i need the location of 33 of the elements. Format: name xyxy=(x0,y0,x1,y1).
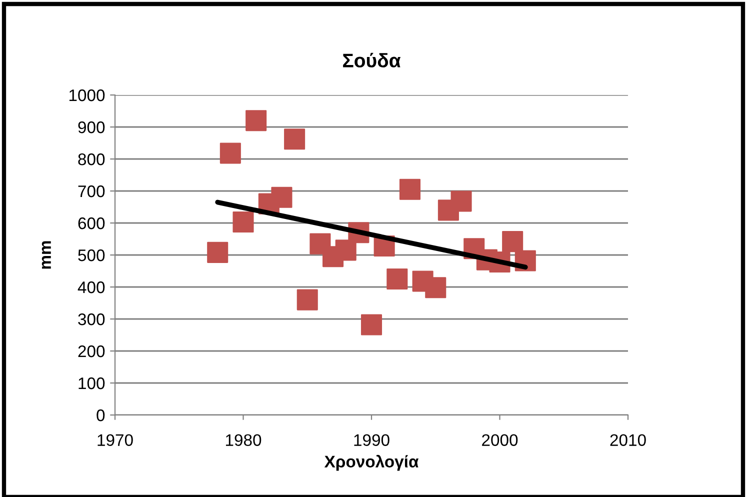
x-tick-label: 1980 xyxy=(226,434,262,446)
y-tick-label: 300 xyxy=(78,313,105,326)
point xyxy=(220,142,241,164)
x-tick-label: 1990 xyxy=(354,434,390,446)
point xyxy=(502,231,524,252)
point xyxy=(360,314,382,336)
point xyxy=(296,289,318,310)
point xyxy=(425,277,446,298)
x-tick-label: 2010 xyxy=(610,434,646,446)
y-axis-title: mm xyxy=(42,241,51,269)
point xyxy=(246,110,267,132)
point xyxy=(399,178,420,200)
point xyxy=(450,190,472,212)
y-tick-label: 700 xyxy=(78,185,105,198)
point xyxy=(232,212,254,233)
y-tick-label: 600 xyxy=(78,217,105,230)
x-axis-title: Χρονολογία xyxy=(324,454,419,471)
y-tick-label: 500 xyxy=(78,249,105,262)
point xyxy=(271,186,292,208)
point xyxy=(386,268,408,290)
chart-title: Σούδα xyxy=(343,52,401,68)
point xyxy=(207,242,228,263)
y-tick-label: 800 xyxy=(78,153,105,166)
point xyxy=(335,240,356,261)
y-tick-label: 0 xyxy=(96,409,105,422)
y-tick-label: 900 xyxy=(78,121,105,134)
y-tick-label: 1000 xyxy=(69,89,105,102)
y-tick-label: 100 xyxy=(78,377,105,390)
y-tick-label: 400 xyxy=(78,281,105,294)
x-tick-label: 2000 xyxy=(482,434,518,446)
point xyxy=(284,128,306,150)
x-tick-label: 1970 xyxy=(98,434,133,446)
y-tick-label: 200 xyxy=(78,345,105,358)
